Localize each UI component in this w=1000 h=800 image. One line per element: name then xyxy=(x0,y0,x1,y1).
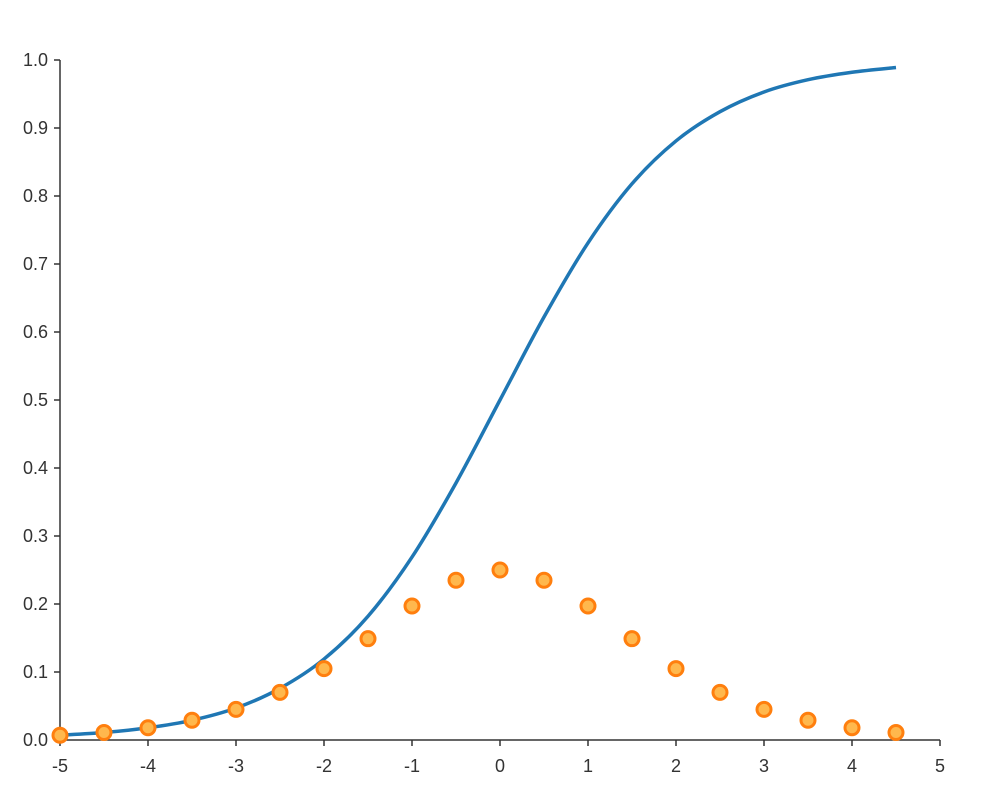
x-tick-label: -5 xyxy=(52,756,68,776)
y-tick-label: 0.7 xyxy=(23,254,48,274)
y-tick-label: 0.0 xyxy=(23,730,48,750)
series-layer xyxy=(51,65,905,744)
y-axis: 0.0 0.1 0.2 0.3 0.4 0.5 0.6 0.7 0.8 0.9 1.0 xyxy=(23,50,61,750)
y-tick-label: 0.2 xyxy=(23,594,48,614)
scatter-point xyxy=(51,726,69,744)
y-tick-label: 0.9 xyxy=(23,118,48,138)
y-tick-label: 0.4 xyxy=(23,458,48,478)
scatter-point xyxy=(491,561,509,579)
scatter-point xyxy=(579,597,597,615)
scatter-point xyxy=(887,724,905,742)
scatter-point xyxy=(667,660,685,678)
scatter-point xyxy=(315,660,333,678)
scatter-point xyxy=(535,571,553,589)
scatter-point xyxy=(843,719,861,737)
y-tick-label: 0.8 xyxy=(23,186,48,206)
scatter-point xyxy=(755,700,773,718)
scatter-point xyxy=(227,700,245,718)
scatter-point xyxy=(403,597,421,615)
x-tick-label: -2 xyxy=(316,756,332,776)
y-tick-label: 0.5 xyxy=(23,390,48,410)
x-tick-label: 5 xyxy=(935,756,945,776)
scatter-point xyxy=(183,711,201,729)
x-tick-label: -3 xyxy=(228,756,244,776)
scatter-point xyxy=(799,711,817,729)
x-tick-label: 3 xyxy=(759,756,769,776)
scatter-point xyxy=(447,571,465,589)
x-axis: -5 -4 -3 -2 -1 0 1 2 3 4 5 xyxy=(52,739,945,776)
scatter-point xyxy=(359,630,377,648)
scatter-point xyxy=(95,724,113,742)
x-tick-label: 1 xyxy=(583,756,593,776)
y-tick-label: 0.6 xyxy=(23,322,48,342)
series-line xyxy=(59,65,897,737)
x-tick-label: 0 xyxy=(495,756,505,776)
y-tick-label: 0.3 xyxy=(23,526,48,546)
x-tick-label: -4 xyxy=(140,756,156,776)
x-tick-label: -1 xyxy=(404,756,420,776)
y-tick-label: 0.1 xyxy=(23,662,48,682)
y-tick-label: 1.0 xyxy=(23,50,48,70)
scatter-point xyxy=(139,719,157,737)
scatter-point xyxy=(711,683,729,701)
scatter-point xyxy=(271,683,289,701)
x-tick-label: 2 xyxy=(671,756,681,776)
x-tick-label: 4 xyxy=(847,756,857,776)
scatter-point xyxy=(623,630,641,648)
